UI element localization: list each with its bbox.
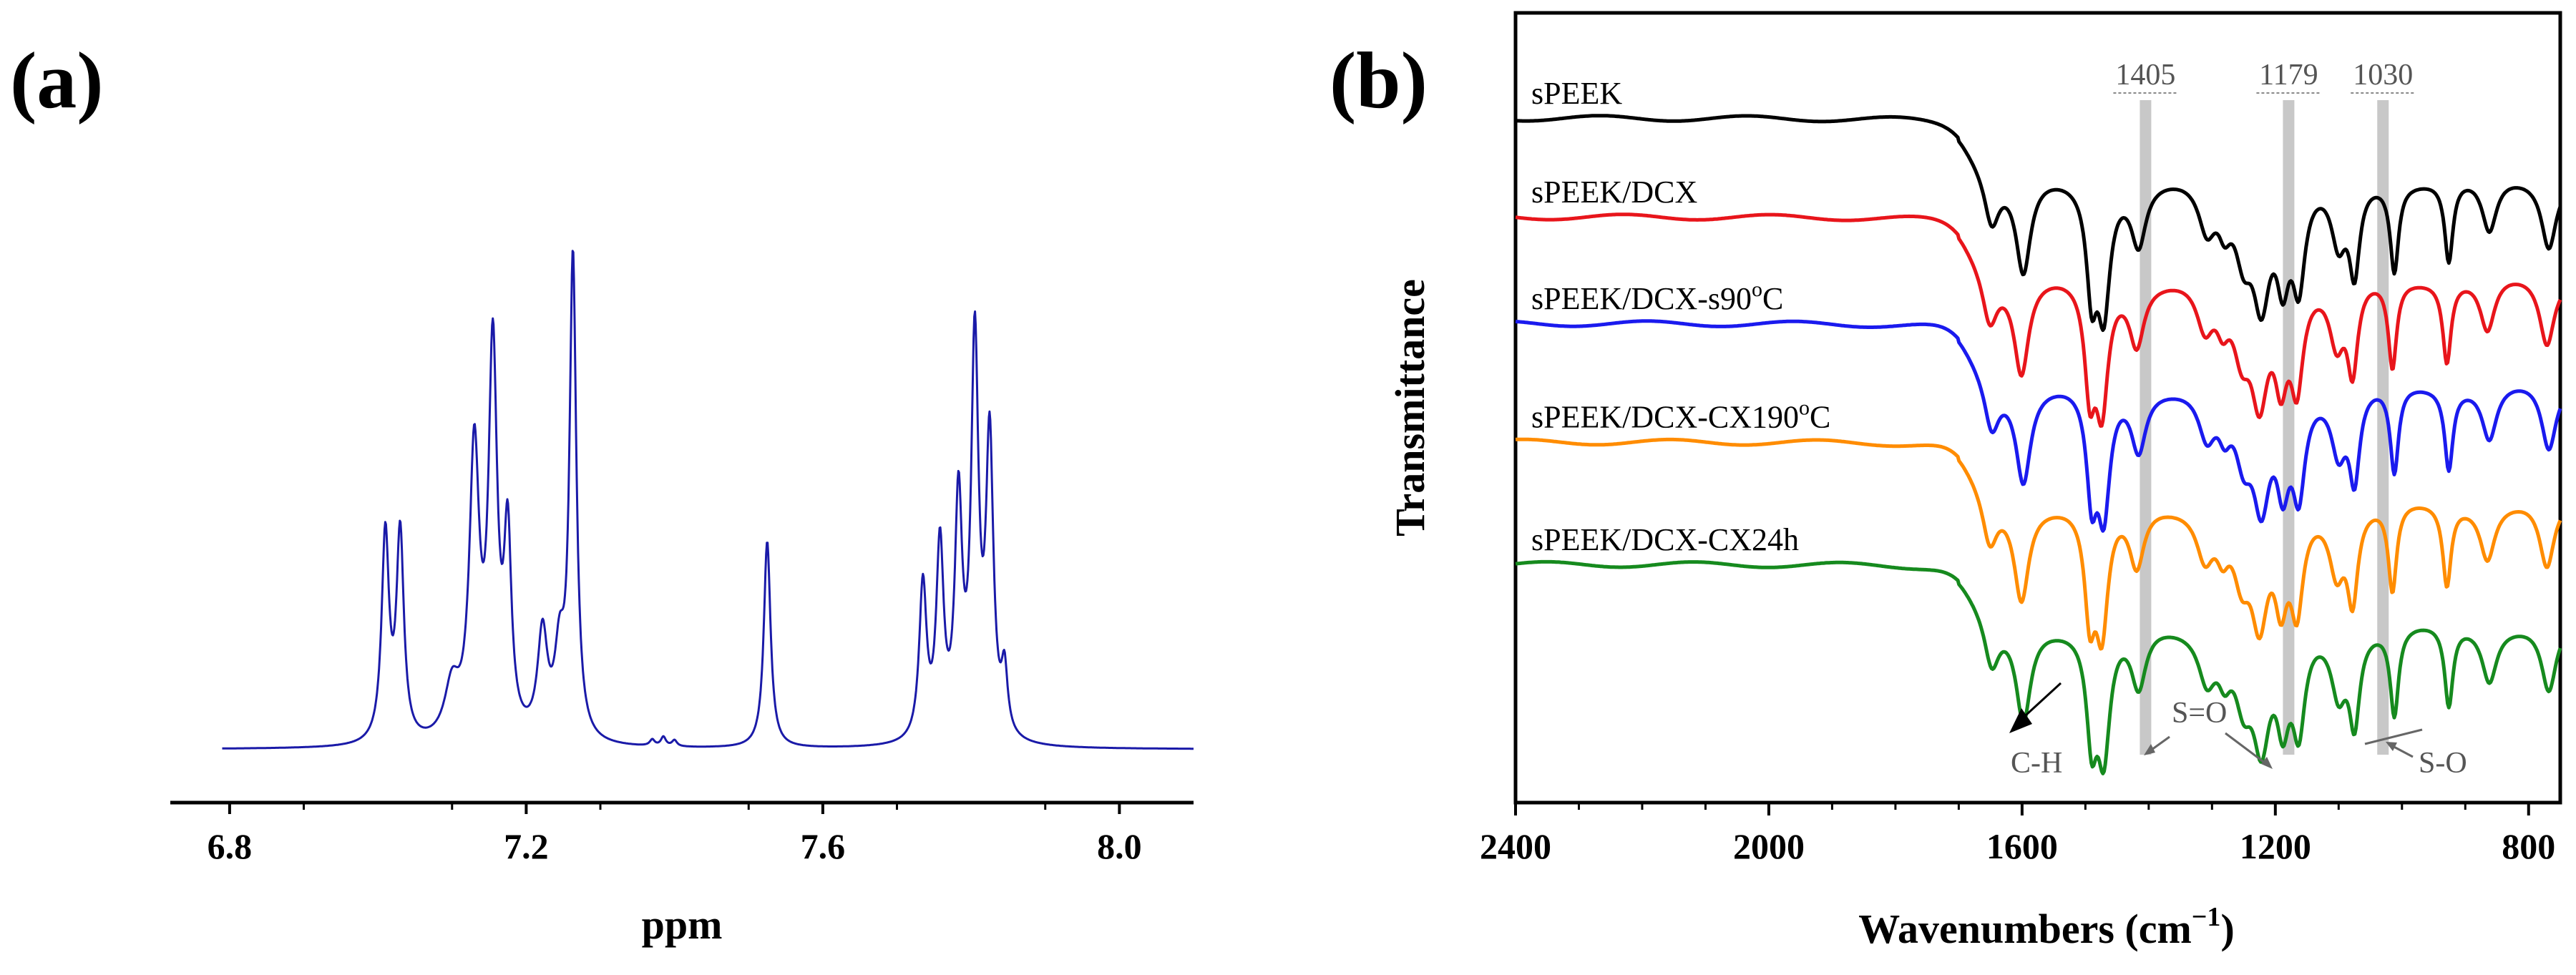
series-label-0: sPEEK <box>1531 76 1622 111</box>
panel-b-annotations: C-H S=O S-O <box>2009 682 2467 780</box>
panel-b-frame <box>1513 11 2562 805</box>
annot-s-o-arrowhead <box>2386 742 2397 751</box>
series-line-2 <box>1515 319 2562 533</box>
marked-band-label-0: 1405 <box>2115 59 2175 92</box>
panel-b-label: (b) <box>1330 36 1428 125</box>
annot-ch-arrow-shaft <box>2016 682 2062 724</box>
panel-b-tick-label-4: 800 <box>2502 826 2555 866</box>
panel-a-tick-label-1: 7.2 <box>504 826 549 866</box>
panel-a-tick-label-0: 6.8 <box>208 826 253 866</box>
series-label-1: sPEEK/DCX <box>1531 175 1697 210</box>
panel-b-tick-label-3: 1200 <box>2240 826 2311 866</box>
annot-s-double-o: S=O <box>2172 697 2227 730</box>
annot-ch: C-H <box>2011 747 2062 780</box>
panel-a-ticks: 6.8 7.2 7.6 8.0 <box>208 803 1142 866</box>
panel-a-spectrum-line <box>222 250 1194 750</box>
x-title-main: Wavenumbers (cm <box>1858 906 2192 952</box>
panel-b-tick-label-1: 2000 <box>1733 826 1805 866</box>
panel-b-ticks: 2400 2000 1600 1200 800 <box>1480 803 2555 866</box>
panel-a: (a) 6.8 7.2 7.6 8.0 ppm <box>10 36 1194 948</box>
marked-band-label-2: 1030 <box>2353 59 2413 92</box>
marked-band-2 <box>2377 100 2389 755</box>
panel-a-tick-label-3: 8.0 <box>1097 826 1142 866</box>
annot-so-arrowhead-left <box>2144 744 2155 755</box>
marked-band-1 <box>2283 100 2295 755</box>
series-label-2: sPEEK/DCX-s90oC <box>1531 278 1783 316</box>
panel-a-label: (a) <box>10 36 104 125</box>
panel-b-tick-label-2: 1600 <box>1986 826 2058 866</box>
panel-b-tick-label-0: 2400 <box>1480 826 1551 866</box>
marked-band-label-1: 1179 <box>2259 59 2318 92</box>
annot-ch-arrow-line <box>2364 728 2423 745</box>
panel-b-x-title: Wavenumbers (cm−1) <box>1858 902 2235 952</box>
panel-b-series: sPEEK sPEEK/DCX sPEEK/DCX-s90oC sPEEK/DCX-C… <box>1515 76 2562 775</box>
x-title-close: ) <box>2220 906 2234 952</box>
annot-s-o: S-O <box>2419 747 2467 780</box>
panel-a-tick-label-2: 7.6 <box>801 826 846 866</box>
annot-so-arrowhead-right <box>2261 757 2273 769</box>
series-line-1 <box>1515 212 2562 428</box>
series-label-3: sPEEK/DCX-CX190oC <box>1531 396 1830 435</box>
annot-so-arrow-right <box>2225 732 2269 767</box>
series-label-4: sPEEK/DCX-CX24h <box>1531 522 1799 557</box>
panel-a-x-title: ppm <box>642 901 723 948</box>
series-line-3 <box>1515 437 2562 651</box>
panel-b-y-title: Transmittance <box>1387 279 1433 537</box>
series-line-4 <box>1515 559 2562 775</box>
x-title-sup: −1 <box>2192 902 2221 932</box>
series-line-0 <box>1515 114 2562 333</box>
panel-b: (b) 1405 1179 1030 sPEEK sPEEK/DCX sPEEK/DCX… <box>1330 11 2562 952</box>
